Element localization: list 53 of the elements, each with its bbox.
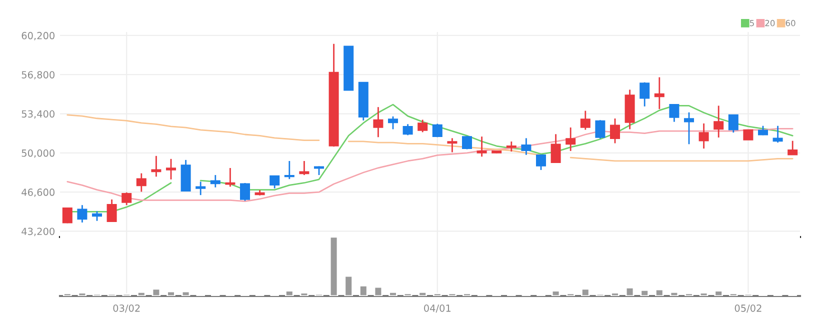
- legend-label: 60: [786, 20, 796, 26]
- candlestick: [77, 204, 88, 224]
- candlestick: [743, 129, 754, 140]
- candlestick: [210, 174, 220, 188]
- candlestick: [166, 158, 176, 180]
- candlestick: [284, 160, 294, 180]
- candlestick: [521, 137, 532, 156]
- candlestick: [476, 136, 487, 158]
- candlestick: [106, 198, 117, 222]
- candlestick: [640, 82, 650, 108]
- candlestick: [432, 123, 442, 138]
- y-tick-label: 43,200: [22, 228, 54, 236]
- candlestick: [550, 133, 561, 164]
- candlestick: [92, 210, 102, 222]
- candlestick: [772, 125, 783, 144]
- candlestick: [788, 140, 798, 156]
- candlestick: [536, 154, 546, 171]
- candlestick: [151, 155, 162, 178]
- candlestick: [714, 105, 724, 138]
- candlestick: [402, 123, 413, 136]
- y-tick-label: 60,200: [22, 32, 54, 40]
- candlestick: [654, 76, 664, 110]
- candlestick: [270, 175, 280, 190]
- candlestick: [196, 181, 206, 196]
- y-tick-label: 46,600: [22, 188, 54, 197]
- candlestick: [388, 116, 398, 130]
- candlestick: [669, 104, 680, 123]
- candlestick: [684, 112, 694, 145]
- legend-label: 5: [750, 20, 754, 26]
- candlestick: [240, 182, 250, 202]
- candlestick: [373, 106, 384, 138]
- candlestick: [610, 118, 620, 144]
- candlestick: [62, 207, 72, 224]
- candlestick: [698, 122, 709, 150]
- y-tick-label: 56,800: [22, 71, 54, 80]
- candlestick: [595, 119, 606, 140]
- y-tick-label: 53,400: [22, 110, 54, 119]
- x-tick-label: 03/02: [113, 304, 140, 313]
- candlestick: [566, 126, 576, 152]
- candlestick: [447, 137, 458, 153]
- legend-label: 20: [765, 20, 775, 26]
- y-tick-label: 50,000: [22, 149, 54, 158]
- candlestick: [728, 114, 738, 134]
- candlestick: [758, 125, 768, 136]
- candlestick: [122, 192, 132, 206]
- x-tick-label: 04/01: [424, 304, 451, 313]
- candlestick: [136, 172, 146, 192]
- x-tick-label: 05/02: [734, 304, 762, 313]
- candlestick: [299, 160, 310, 176]
- candlestick: [580, 110, 590, 130]
- candlestick: [225, 167, 236, 188]
- candlestick: [506, 140, 516, 152]
- candlestick: [418, 119, 428, 133]
